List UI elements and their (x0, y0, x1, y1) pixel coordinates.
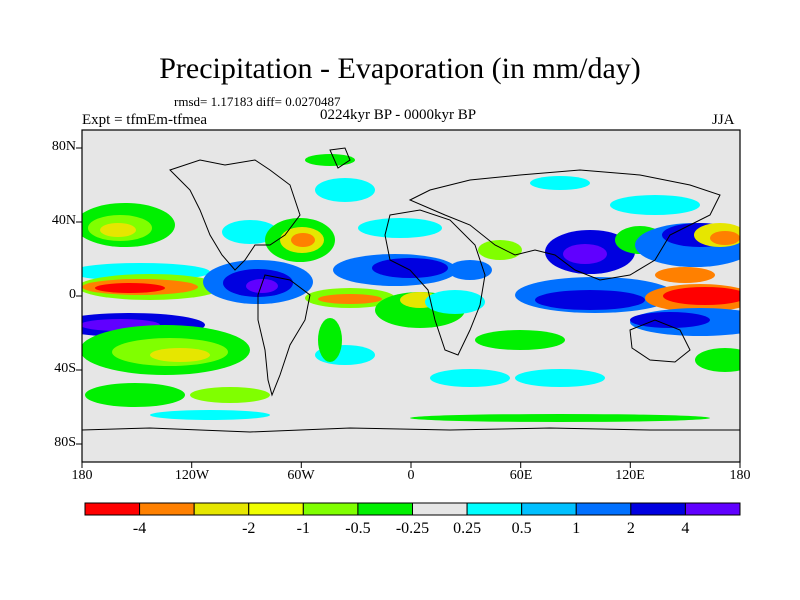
colorbar-swatch (575, 502, 632, 516)
colorbar-swatch (193, 502, 250, 516)
colorbar-label: 2 (626, 520, 635, 537)
colorbar-label: -0.5 (345, 520, 371, 537)
north-america-outline (169, 159, 301, 271)
colorbar-swatch (357, 502, 413, 516)
lon-label-180w: 180 (71, 468, 93, 483)
eurasia-outline (408, 169, 721, 281)
colorbar-swatch (248, 502, 304, 516)
colorbar (84, 502, 741, 516)
colorbar-label: -1 (296, 520, 310, 537)
australia-outline (629, 319, 691, 363)
lon-label-0: 0 (407, 468, 415, 483)
lon-label-180e: 180 (729, 468, 751, 483)
colorbar-swatch (684, 502, 741, 516)
lon-label-60e: 60E (509, 468, 533, 483)
field-anomalies (82, 154, 740, 422)
season-label: JJA (712, 112, 735, 128)
south-america-outline (257, 274, 311, 397)
lat-label-40s: 40S (54, 361, 76, 376)
colorbar-label: 0.25 (453, 520, 482, 537)
lat-label-40n: 40N (51, 213, 76, 228)
lat-label-80s: 80S (54, 435, 76, 450)
experiment-label: Expt = tfmEm-tfmea (82, 112, 208, 128)
colorbar-swatch (466, 502, 523, 516)
coastlines (82, 147, 740, 433)
lon-label-120e: 120E (615, 468, 645, 483)
colorbar-swatch (139, 502, 195, 516)
colorbar-swatch (521, 502, 577, 516)
colorbar-swatch (412, 502, 468, 516)
colorbar-label: 0.5 (511, 520, 532, 537)
colorbar-swatch (84, 502, 141, 516)
greenland-outline (329, 147, 351, 169)
colorbar-label: 4 (681, 520, 690, 537)
lat-label-80n: 80N (51, 139, 76, 154)
colorbar-label: 1 (572, 520, 581, 537)
axis-ticks (76, 147, 741, 468)
map-title: Precipitation - Evaporation (in mm/day) (159, 52, 641, 85)
time-period: 0224kyr BP - 0000kyr BP (320, 107, 477, 123)
colorbar-label: -4 (132, 520, 147, 537)
colorbar-swatch (630, 502, 686, 516)
antarctica-outline (82, 427, 740, 433)
lon-label-120w: 120W (174, 468, 210, 483)
africa-outline (384, 209, 486, 356)
colorbar-label: -2 (242, 520, 256, 537)
colorbar-label: -0.25 (395, 520, 430, 537)
lat-label-0: 0 (69, 287, 76, 302)
rmsd-diff-stats: rmsd= 1.17183 diff= 0.0270487 (174, 94, 341, 109)
lon-label-60w: 60W (287, 468, 315, 483)
colorbar-swatch (302, 502, 359, 516)
